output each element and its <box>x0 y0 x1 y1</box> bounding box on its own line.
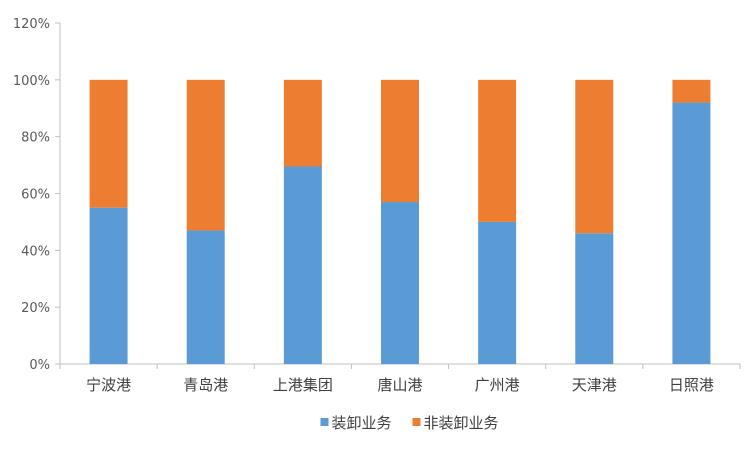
legend-label-2: 非装卸业务 <box>424 414 499 432</box>
x-category-label: 唐山港 <box>377 376 422 394</box>
x-category-label: 天津港 <box>572 376 617 394</box>
x-category-label: 宁波港 <box>86 376 131 394</box>
bar-non-loading-6 <box>575 79 614 234</box>
legend-swatch-1 <box>320 418 329 426</box>
bar-loading-6 <box>575 233 614 364</box>
y-tick-label: 120% <box>13 17 50 32</box>
axes-layer <box>55 22 741 369</box>
y-tick-label: 80% <box>21 131 50 146</box>
legend: 装卸业务 非装卸业务 <box>320 414 499 432</box>
bar-loading-2 <box>186 230 225 364</box>
bar-loading-3 <box>283 166 322 364</box>
x-category-label: 上港集团 <box>273 376 333 394</box>
x-category-label: 日照港 <box>669 376 714 394</box>
y-tick-label: 20% <box>21 301 50 316</box>
y-tick-label: 40% <box>21 244 50 259</box>
bar-non-loading-2 <box>186 79 225 231</box>
bar-loading-7 <box>672 102 711 365</box>
y-tick-label: 100% <box>13 74 50 89</box>
bars-layer <box>89 79 711 365</box>
bar-non-loading-4 <box>381 79 419 203</box>
bar-non-loading-7 <box>672 79 711 103</box>
bar-non-loading-1 <box>89 79 128 208</box>
legend-swatch-2 <box>412 418 421 426</box>
legend-label-1: 装卸业务 <box>332 414 392 432</box>
bar-loading-1 <box>89 207 128 364</box>
bar-loading-5 <box>478 221 517 364</box>
labels-layer: 0% 20% 40% 60% 80% 100% 120% 宁波港 青岛港 上港集团 唐山港 广州港 天津… <box>13 17 714 394</box>
x-category-label: 广州港 <box>475 376 520 394</box>
y-tick-label: 60% <box>21 188 50 203</box>
bar-non-loading-5 <box>478 79 517 222</box>
bar-non-loading-3 <box>283 79 322 167</box>
y-tick-label: 0% <box>29 358 50 373</box>
x-category-label: 青岛港 <box>183 376 228 394</box>
bar-loading-4 <box>381 202 419 364</box>
